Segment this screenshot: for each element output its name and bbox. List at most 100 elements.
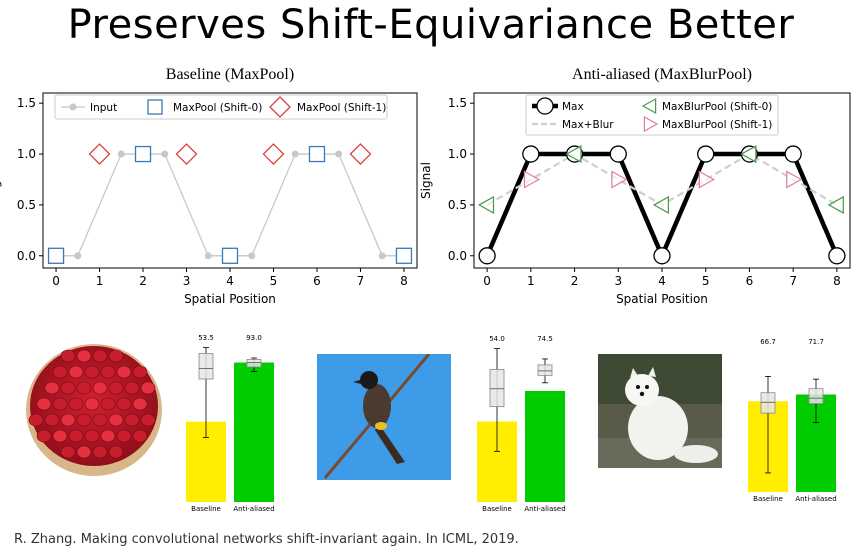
bar-chart-4 xyxy=(748,375,836,492)
legend-label-maxpool-shift0: MaxPool (Shift-0) xyxy=(173,102,262,114)
x-tick-label: 5 xyxy=(702,274,710,288)
x-axis-label: Spatial Position xyxy=(616,292,708,306)
strawberry xyxy=(44,413,60,427)
x-tick-label: 8 xyxy=(833,274,841,288)
x-tick-label: 3 xyxy=(614,274,622,288)
strawberry xyxy=(52,429,68,443)
maxblurpool-shift1-point xyxy=(523,170,541,189)
input-point xyxy=(291,150,299,158)
y-tick-label: 0.0 xyxy=(17,249,36,263)
error-box xyxy=(808,388,824,405)
error-box xyxy=(489,368,505,408)
strawberry xyxy=(28,413,44,427)
strawberry xyxy=(76,445,92,459)
max-point xyxy=(609,145,627,163)
input-point xyxy=(248,252,256,260)
maxblurpool-shift1-point xyxy=(786,170,803,189)
x-tick-label: 7 xyxy=(357,274,365,288)
legend-label-max: Max xyxy=(562,101,584,113)
bar-category-label: Anti-aliased xyxy=(524,505,565,513)
bar-value-label: 53.5 xyxy=(198,334,214,342)
strawberry xyxy=(68,365,84,379)
max-point xyxy=(478,247,496,265)
y-axis-label: Signal xyxy=(0,162,2,199)
maxpool-shift1-point xyxy=(349,143,372,165)
y-tick-label: 1.0 xyxy=(17,147,36,161)
strawberry xyxy=(52,397,68,411)
y-tick-label: 1.5 xyxy=(17,96,36,110)
max-point xyxy=(653,247,671,265)
strawberry xyxy=(92,445,108,459)
maxblurpool-shift1-point xyxy=(698,170,715,189)
input-point xyxy=(117,150,125,158)
legend-box xyxy=(525,94,779,136)
bar-category-label: Anti-aliased xyxy=(233,505,274,513)
bar-chart-3 xyxy=(477,348,565,502)
max-point xyxy=(697,145,715,163)
strawberry xyxy=(36,429,52,443)
bar-anti-aliased xyxy=(525,390,565,502)
y-axis-label: Signal xyxy=(419,162,433,199)
strawberry xyxy=(36,397,52,411)
strawberry xyxy=(132,397,148,411)
bar-category-label: Anti-aliased xyxy=(795,495,836,503)
x-tick-label: 2 xyxy=(139,274,147,288)
error-box xyxy=(760,392,776,414)
strawberry xyxy=(116,397,132,411)
bar-value-label: 93.0 xyxy=(246,334,262,342)
strawberry xyxy=(44,381,60,395)
error-box xyxy=(246,359,262,368)
chart-title: Anti-aliased (MaxBlurPool) xyxy=(572,66,752,83)
legend-maxblurpool-shift1-marker xyxy=(643,115,659,133)
input-point xyxy=(161,150,169,158)
maxblurpool-shift0-point xyxy=(477,195,495,214)
strawberry xyxy=(92,413,108,427)
legend-max-marker xyxy=(536,97,554,115)
strawberry xyxy=(140,381,156,395)
x-tick-label: 1 xyxy=(96,274,104,288)
maxpool-shift0-point xyxy=(308,145,326,163)
x-tick-label: 1 xyxy=(527,274,535,288)
slide-title: Preserves Shift-Equivariance Better xyxy=(67,2,795,48)
legend-label-maxpool-shift1: MaxPool (Shift-1) xyxy=(297,102,386,114)
error-box xyxy=(537,364,553,376)
bar-chart-2 xyxy=(186,347,274,502)
maxpool-shift0-point xyxy=(221,247,239,264)
x-tick-label: 6 xyxy=(746,274,754,288)
maxpool-shift0-point xyxy=(134,145,152,163)
strawberry xyxy=(92,349,108,363)
input-point xyxy=(378,252,386,260)
maxblurpool-shift0-point xyxy=(740,145,757,164)
chart-title: Baseline (MaxPool) xyxy=(166,66,294,83)
citation: R. Zhang. Making convolutional networks … xyxy=(14,532,519,547)
strawberry xyxy=(92,381,108,395)
maxblurpool-shift0-point xyxy=(565,145,582,164)
strawberry xyxy=(60,413,76,427)
strawberry xyxy=(76,413,92,427)
bar-value-label: 66.7 xyxy=(760,338,776,346)
strawberry xyxy=(84,429,100,443)
bar-category-label: Baseline xyxy=(753,495,783,503)
x-tick-label: 4 xyxy=(658,274,666,288)
y-tick-label: 1.5 xyxy=(448,96,467,110)
strawberry xyxy=(100,397,116,411)
legend-label-maxblurpool-shift0: MaxBlurPool (Shift-0) xyxy=(662,101,772,113)
strawberry xyxy=(60,445,76,459)
strawberry xyxy=(76,381,92,395)
maxblurpool-shift0-point xyxy=(652,195,669,214)
strawberry xyxy=(124,381,140,395)
maxblurpool-shift1-point xyxy=(611,170,628,189)
x-tick-label: 5 xyxy=(270,274,278,288)
maxpool-shift1-point xyxy=(175,143,198,165)
bar-category-label: Baseline xyxy=(191,505,221,513)
maxpool-shift0-point xyxy=(395,247,413,264)
samoyed-photo xyxy=(598,354,722,468)
strawberry xyxy=(124,413,140,427)
maxpool-shift1-point xyxy=(262,143,285,165)
max-point xyxy=(522,145,540,163)
input-point xyxy=(335,150,343,158)
input-point xyxy=(74,252,82,260)
legend-maxpool-shift0-marker xyxy=(147,99,163,115)
bar-value-label: 71.7 xyxy=(808,338,824,346)
